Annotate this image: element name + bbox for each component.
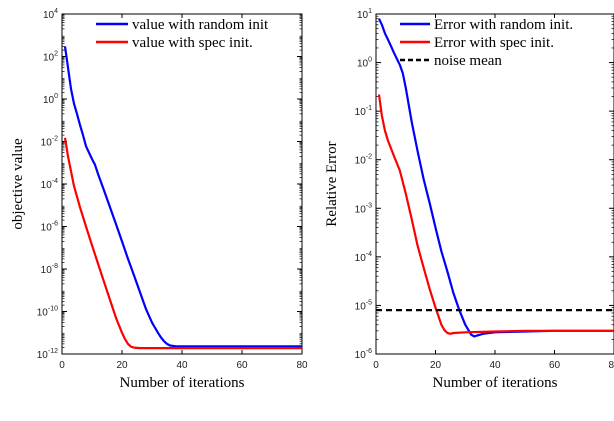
y-tick-base: 10: [357, 10, 369, 21]
legend-label: noise mean: [434, 53, 502, 69]
x-tick-label: 40: [489, 360, 501, 371]
x-axis-label: Number of iterations: [433, 375, 558, 391]
y-tick-exponent: 4: [54, 8, 58, 15]
y-tick-base: 10: [41, 265, 53, 276]
y-tick-exponent: -10: [48, 306, 58, 313]
y-tick-label: 10-5: [355, 299, 372, 312]
legend: value with random init value with spec in…: [96, 17, 269, 51]
y-tick-label: 10-4: [355, 251, 372, 264]
chart-panel-2: 02040608010110010-110-210-310-410-510-6N…: [324, 8, 614, 391]
y-tick-exponent: 2: [54, 51, 58, 58]
y-tick-base: 10: [355, 253, 367, 264]
y-tick-label: 102: [43, 51, 58, 64]
y-tick-label: 100: [357, 57, 372, 70]
y-tick-exponent: 1: [368, 8, 372, 15]
y-tick-base: 10: [37, 350, 49, 361]
y-tick-base: 10: [43, 53, 55, 64]
y-tick-base: 10: [357, 59, 369, 70]
y-tick-label: 10-2: [355, 154, 372, 167]
x-tick-label: 0: [373, 360, 379, 371]
y-tick-label: 10-3: [355, 202, 372, 215]
y-tick-exponent: 0: [368, 57, 372, 64]
y-tick-base: 10: [41, 138, 53, 149]
series-line-1: [63, 46, 302, 348]
series-line-2: [63, 137, 302, 350]
x-axis-label: Number of iterations: [120, 375, 245, 391]
y-tick-base: 10: [355, 301, 367, 312]
series-line-2: [377, 94, 614, 335]
y-tick-base: 10: [355, 350, 367, 361]
legend-label: Error with random init.: [434, 17, 573, 33]
y-tick-base: 10: [355, 204, 367, 215]
y-tick-label: 104: [43, 8, 58, 21]
y-tick-label: 10-6: [41, 221, 58, 234]
x-tick-label: 40: [176, 360, 188, 371]
y-tick-base: 10: [37, 308, 49, 319]
y-tick-base: 10: [355, 156, 367, 167]
y-tick-base: 10: [43, 10, 55, 21]
y-tick-exponent: -6: [52, 221, 58, 228]
y-tick-exponent: 0: [54, 93, 58, 100]
chart-panel-1: 0 20 40 60 8010410210010-210-410-610-810-101…: [10, 8, 308, 391]
x-tick-label: 80: [296, 360, 308, 371]
y-tick-exponent: -12: [48, 348, 58, 355]
y-tick-exponent: -8: [52, 263, 58, 270]
legend-label: value with random init: [132, 17, 269, 33]
y-tick-label: 10-4: [41, 178, 58, 191]
y-axis-label: Relative Error: [324, 141, 340, 226]
y-tick-exponent: -2: [366, 154, 372, 161]
y-tick-exponent: -3: [366, 202, 372, 209]
y-axis-label: objective value: [10, 138, 26, 230]
y-tick-exponent: -4: [366, 251, 372, 258]
y-tick-base: 10: [41, 223, 53, 234]
x-tick-label: 60: [236, 360, 248, 371]
x-tick-label: 60: [549, 360, 561, 371]
y-tick-exponent: -4: [52, 178, 58, 185]
x-tick-label: 20: [116, 360, 128, 371]
y-tick-exponent: -1: [366, 105, 372, 112]
y-tick-base: 10: [43, 95, 55, 106]
y-tick-label: 10-12: [37, 348, 58, 361]
y-tick-label: 10-10: [37, 306, 58, 319]
y-tick-exponent: -5: [366, 299, 372, 306]
y-tick-label: 10-6: [355, 348, 372, 361]
legend-label: value with spec init.: [132, 35, 253, 51]
x-tick-label: 80: [608, 360, 614, 371]
y-tick-exponent: -6: [366, 348, 372, 355]
y-tick-label: 10-8: [41, 263, 58, 276]
y-tick-label: 10-2: [41, 136, 58, 149]
x-tick-label: 20: [430, 360, 442, 371]
series-line-1: [378, 18, 614, 338]
legend-label: Error with spec init.: [434, 35, 554, 51]
y-tick-base: 10: [355, 107, 367, 118]
y-tick-exponent: -2: [52, 136, 58, 143]
y-tick-label: 10-1: [355, 105, 372, 118]
y-tick-label: 101: [357, 8, 372, 21]
y-tick-label: 100: [43, 93, 58, 106]
y-tick-base: 10: [41, 180, 53, 191]
x-tick-label: 0: [59, 360, 65, 371]
legend: Error with random init. Error with spec i…: [400, 17, 573, 69]
